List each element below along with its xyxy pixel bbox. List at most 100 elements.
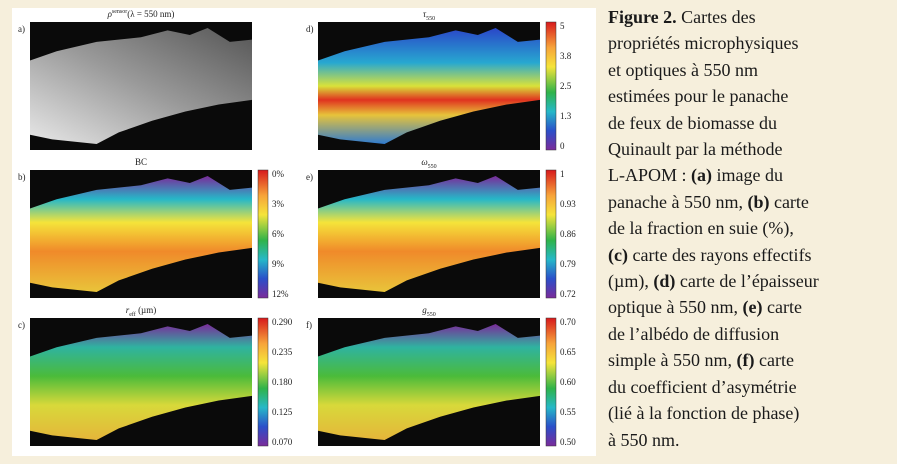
colorbar-label: 0.72 <box>560 289 576 299</box>
panel-letter: e) <box>306 172 313 182</box>
panel-title: BC <box>135 157 147 167</box>
map-plume <box>30 324 252 440</box>
caption-line: (c) carte des rayons effectifs <box>608 242 897 268</box>
figure: a)ρsensor(λ = 550 nm)d)τ55053.82.51.30b)… <box>12 8 596 456</box>
caption-line: simple à 550 nm, (f) carte <box>608 347 897 373</box>
caption-text: carte <box>754 350 794 371</box>
title-base: ω <box>421 157 427 167</box>
panel-letter: f) <box>306 320 312 330</box>
colorbar <box>257 169 269 299</box>
colorbar <box>545 169 557 299</box>
title-base: BC <box>135 157 147 167</box>
caption-line: de feux de biomasse du <box>608 110 897 136</box>
colorbar-label: 3% <box>272 199 285 209</box>
caption-text: optique à 550 nm, <box>608 297 743 318</box>
map-plume <box>318 28 540 144</box>
colorbar-label: 0.70 <box>560 317 576 327</box>
caption-line: de la fraction en suie (%), <box>608 215 897 241</box>
caption-line: panache à 550 nm, (b) carte <box>608 189 897 215</box>
map-plume <box>30 28 252 144</box>
caption-bold: (d) <box>653 271 676 292</box>
caption-line: du coefficient d’asymétrie <box>608 374 897 400</box>
panel-letter: b) <box>18 172 26 182</box>
colorbar-label: 0.125 <box>272 407 293 417</box>
panel-title: τ550 <box>423 9 435 22</box>
title-base: g <box>422 305 427 315</box>
caption-text: propriétés microphysiques <box>608 33 799 54</box>
panel-letter: c) <box>18 320 25 330</box>
caption-text: du coefficient d’asymétrie <box>608 376 797 397</box>
panel-title: reff (µm) <box>126 305 157 318</box>
colorbar-label: 0.86 <box>560 229 576 239</box>
caption-line: Quinault par la méthode <box>608 136 897 162</box>
caption-text: estimées pour le panache <box>608 86 789 107</box>
map-plume <box>318 324 540 440</box>
caption-text: de feux de biomasse du <box>608 112 777 133</box>
colorbar-label: 0.235 <box>272 347 293 357</box>
caption-line: et optiques à 550 nm <box>608 57 897 83</box>
colorbar-label: 12% <box>272 289 289 299</box>
caption-text: (lié à la fonction de phase) <box>608 403 800 424</box>
caption-bold: (b) <box>747 191 770 212</box>
title-base: ρ <box>107 9 113 19</box>
caption-line: (lié à la fonction de phase) <box>608 400 897 426</box>
title-sub: eff <box>129 311 136 318</box>
caption-line: optique à 550 nm, (e) carte <box>608 294 897 320</box>
caption-text: à 550 nm. <box>608 429 680 450</box>
title-rest: (λ = 550 nm) <box>127 9 174 19</box>
title-base: τ <box>423 9 427 19</box>
title-sub: 550 <box>426 16 435 22</box>
caption-line: L-APOM : (a) image du <box>608 162 897 188</box>
colorbar <box>545 21 557 151</box>
caption-text: Cartes des <box>676 7 756 27</box>
colorbar-label: 0.290 <box>272 317 293 327</box>
caption-text: carte <box>762 297 802 318</box>
colorbar-label: 1.3 <box>560 111 572 121</box>
panel-letter: d) <box>306 24 314 34</box>
caption-text: de la fraction en suie (%), <box>608 218 794 239</box>
title-base: r <box>126 305 130 315</box>
colorbar-label: 0.93 <box>560 199 576 209</box>
caption-line: estimées pour le panache <box>608 83 897 109</box>
colorbar-label: 1 <box>560 169 565 179</box>
colorbar-label: 0.180 <box>272 377 293 387</box>
caption-bold: (a) <box>691 165 713 186</box>
title-sup: sensor <box>112 9 127 15</box>
caption-text: et optiques à 550 nm <box>608 59 758 80</box>
panel-title: g550 <box>422 305 436 318</box>
caption-text: image du <box>712 165 783 186</box>
caption-text: carte de l’épaisseur <box>675 271 819 292</box>
colorbar-label: 0.65 <box>560 347 576 357</box>
caption-text: L-APOM : <box>608 165 692 186</box>
colorbar-label: 0.79 <box>560 259 576 269</box>
caption-text: simple à 550 nm, <box>608 350 737 371</box>
panel-title: ω550 <box>421 157 436 170</box>
colorbar-label: 0% <box>272 169 285 179</box>
caption-line: Figure 2. Cartes des <box>608 4 897 30</box>
caption-bold: (c) <box>608 244 628 265</box>
colorbar-label: 6% <box>272 229 285 239</box>
caption-text: panache à 550 nm, <box>608 191 748 212</box>
caption-line: à 550 nm. <box>608 427 897 453</box>
title-sub: 550 <box>427 312 436 318</box>
colorbar-label: 9% <box>272 259 285 269</box>
caption-text: carte <box>769 191 809 212</box>
colorbar-label: 3.8 <box>560 51 572 61</box>
colorbar-label: 0.60 <box>560 377 576 387</box>
caption-text: (µm), <box>608 271 654 292</box>
panel-title: ρsensor(λ = 550 nm) <box>107 9 175 19</box>
colorbar-label: 0.50 <box>560 437 576 447</box>
caption-text: Quinault par la méthode <box>608 139 783 160</box>
caption: Figure 2. Cartes des propriétés microphys… <box>608 4 897 453</box>
colorbar-label: 0.55 <box>560 407 576 417</box>
title-sub: 550 <box>428 164 437 170</box>
caption-text: de l’albédo de diffusion <box>608 323 780 344</box>
caption-line: (µm), (d) carte de l’épaisseur <box>608 268 897 294</box>
caption-bold: (f) <box>736 350 755 371</box>
panel-letter: a) <box>18 24 25 34</box>
caption-line: propriétés microphysiques <box>608 30 897 56</box>
title-rest: (µm) <box>136 305 156 315</box>
colorbar-label: 2.5 <box>560 81 572 91</box>
colorbar-label: 0.070 <box>272 437 293 447</box>
